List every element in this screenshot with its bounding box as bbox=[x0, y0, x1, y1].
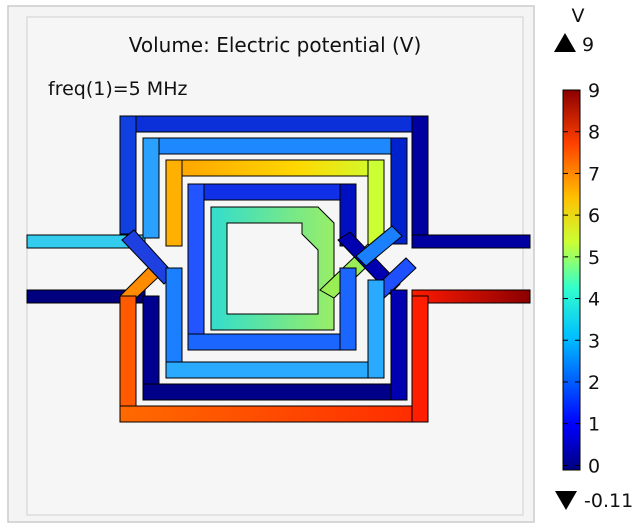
colorbar-min-label: -0.11 bbox=[584, 490, 633, 512]
colorbar-tick-label: 3 bbox=[588, 330, 600, 352]
colorbar-max-label: 9 bbox=[582, 34, 594, 56]
coil-lower-segments bbox=[119, 267, 429, 423]
colorbar-tick-label: 1 bbox=[588, 414, 600, 436]
coil-third-loop bbox=[165, 159, 385, 247]
colorbar-tick-label: 6 bbox=[588, 205, 600, 227]
colorbar: V 9 9 8 7 6 5 4 3 2 1 0 -0.11 bbox=[554, 5, 633, 512]
colorbar-unit: V bbox=[572, 5, 585, 27]
down-triangle-icon bbox=[555, 491, 577, 510]
output-lead-right-lower bbox=[411, 289, 531, 304]
output-lead-right-upper bbox=[411, 234, 531, 249]
coil-outer-loop bbox=[119, 115, 429, 247]
colorbar-ticks: 9 8 7 6 5 4 3 2 1 0 bbox=[563, 80, 600, 477]
up-triangle-icon bbox=[554, 33, 576, 52]
colorbar-tick-label: 7 bbox=[588, 163, 600, 185]
coil-second-loop bbox=[142, 137, 408, 245]
domain-inner-box bbox=[26, 16, 524, 516]
colorbar-gradient bbox=[562, 89, 581, 471]
colorbar-tick-label: 8 bbox=[588, 122, 600, 144]
coil-fourth-loop bbox=[187, 183, 357, 351]
colorbar-tick-label: 4 bbox=[588, 289, 600, 311]
plot-subtitle: freq(1)=5 MHz bbox=[48, 78, 187, 100]
colorbar-tick-label: 0 bbox=[588, 455, 600, 477]
colorbar-tick-label: 5 bbox=[588, 247, 600, 269]
colorbar-tick-label: 9 bbox=[588, 80, 600, 102]
plot-title: Volume: Electric potential (V) bbox=[129, 33, 422, 57]
colorbar-tick-label: 2 bbox=[588, 372, 600, 394]
